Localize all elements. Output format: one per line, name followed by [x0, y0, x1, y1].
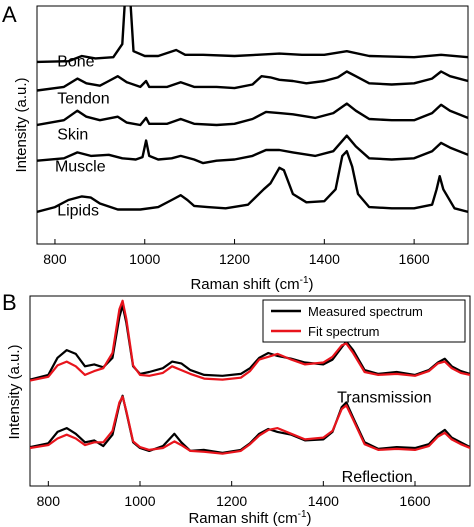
- series-line-tendon-1: [37, 70, 468, 92]
- panel-a-label: A: [2, 2, 17, 27]
- x-tick-label-800: 800: [43, 251, 67, 267]
- x-tick-label-1200: 1200: [216, 493, 247, 509]
- x-tick-label-1600: 1600: [399, 493, 430, 509]
- x-tick-label-800: 800: [37, 493, 61, 509]
- series-label-bone: Bone: [57, 54, 94, 71]
- series-line-fit-spectrum-3: [30, 395, 470, 455]
- panel-b-y-axis-label: Intensity (a.u.): [6, 344, 23, 439]
- legend-label-measured: Measured spectrum: [308, 304, 423, 319]
- series-line-bone-0: [37, 6, 468, 64]
- panel-a-y-axis-label: Intensity (a.u.): [13, 77, 30, 172]
- panel-b-plot: [30, 299, 470, 455]
- panel-b-axes-frame: [29, 295, 471, 487]
- x-tick-label-1600: 1600: [399, 251, 430, 267]
- series-label-tendon: Tendon: [57, 91, 110, 108]
- x-tick-label-1400: 1400: [309, 251, 340, 267]
- series-label-muscle: Muscle: [55, 158, 106, 175]
- legend: Measured spectrum Fit spectrum: [262, 299, 466, 343]
- legend-box: [262, 299, 466, 343]
- panel-b-x-axis-label: Raman shift (cm-1): [188, 509, 311, 527]
- series-line-fit-spectrum-1: [30, 299, 470, 382]
- panel-b-label: B: [2, 290, 17, 315]
- x-tick-label-1200: 1200: [219, 251, 250, 267]
- series-label-skin: Skin: [57, 126, 88, 143]
- panel-b-x-ticks: 800 1000 1200 1400 1600: [37, 481, 431, 509]
- series-line-muscle-3: [37, 134, 468, 165]
- x-tick-label-1400: 1400: [308, 493, 339, 509]
- panel-a: A Bone Tendon Skin Muscle Lipids 800 1000 1200…: [2, 2, 469, 293]
- panel-b: B 800 1000 1200 1400 1600 Transmission Reflec…: [2, 290, 471, 527]
- x-tick-label-1000: 1000: [124, 493, 155, 509]
- annotation-reflection: Reflection: [342, 469, 413, 486]
- series-label-lipids: Lipids: [57, 202, 99, 219]
- series-line-skin-2: [37, 102, 468, 127]
- panel-a-plot: Bone Tendon Skin Muscle Lipids: [37, 6, 468, 219]
- annotation-transmission: Transmission: [337, 389, 432, 406]
- panel-b-annotations: Transmission Reflection: [337, 389, 432, 486]
- panel-a-x-ticks: 800 1000 1200 1400 1600: [43, 239, 430, 267]
- x-tick-label-1000: 1000: [129, 251, 160, 267]
- series-line-lipids-4: [37, 150, 468, 214]
- legend-label-fit: Fit spectrum: [308, 324, 380, 339]
- panel-a-x-axis-label: Raman shift (cm-1): [190, 275, 313, 293]
